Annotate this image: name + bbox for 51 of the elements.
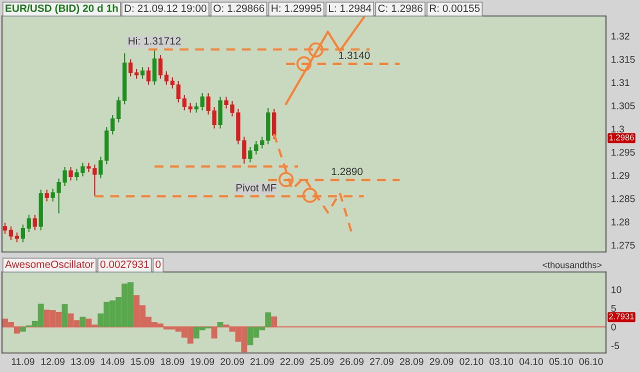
x-tick-label: 05.10 bbox=[549, 358, 573, 365]
x-tick-label: 29.09 bbox=[430, 358, 454, 365]
annotation: 1.2890 bbox=[332, 168, 363, 176]
chart-title: AwesomeOscillator bbox=[5, 260, 94, 268]
text: 0 bbox=[156, 260, 161, 268]
x-tick-label: 28.09 bbox=[400, 358, 424, 365]
x-tick-label: 27.09 bbox=[370, 358, 394, 365]
x-tick-label: 26.09 bbox=[340, 358, 364, 365]
y-tick-label: -5 bbox=[611, 342, 620, 350]
annotation: Hi: 1.31712 bbox=[128, 36, 181, 45]
y-tick-label: 1.3 bbox=[612, 126, 624, 133]
y-tick-label: 5 bbox=[611, 305, 616, 312]
text: D: 21.09.12 19:00 bbox=[124, 4, 206, 12]
x-tick-label: 03.10 bbox=[490, 358, 514, 365]
text: 1.2986 bbox=[609, 134, 634, 140]
y-tick-label: 1.305 bbox=[612, 102, 635, 110]
y-axis-title: <thousandths> bbox=[542, 262, 602, 268]
chart-title: EUR/USD (BID) 20 d 1h bbox=[6, 4, 118, 14]
y-tick-label: 0 bbox=[611, 324, 616, 330]
x-tick-label: 22.09 bbox=[280, 358, 304, 365]
y-tick-label: 1.31 bbox=[612, 79, 630, 86]
y-tick-label: 1.285 bbox=[612, 195, 635, 202]
x-tick-label: 19.09 bbox=[190, 358, 214, 365]
y-tick-label: 1.275 bbox=[612, 242, 635, 249]
x-tick-label: 04.10 bbox=[519, 358, 544, 365]
x-tick-label: 06.10 bbox=[579, 358, 603, 365]
y-tick-label: 10 bbox=[612, 286, 622, 294]
text: R: 0.00155 bbox=[430, 4, 480, 12]
y-tick-label: 1.28 bbox=[612, 218, 630, 226]
text: O: 1.29866 bbox=[214, 4, 264, 12]
text: 2.7931 bbox=[609, 313, 634, 320]
text: 0.0027931 bbox=[100, 260, 149, 268]
x-tick-label: 02.10 bbox=[460, 358, 484, 365]
annotation: 1.3140 bbox=[339, 52, 370, 60]
x-tick-label: 12.09 bbox=[41, 358, 65, 365]
y-tick-label: 1.295 bbox=[612, 148, 635, 156]
annotation: Pivot MF bbox=[236, 184, 276, 192]
x-tick-label: 13.09 bbox=[71, 358, 94, 365]
x-tick-label: 15.09 bbox=[131, 358, 154, 365]
x-tick-label: 18.09 bbox=[161, 358, 184, 365]
x-tick-label: 11.09 bbox=[12, 358, 34, 365]
text: C: 1.2986 bbox=[378, 4, 422, 12]
text: L: 1.2984 bbox=[328, 4, 372, 12]
x-tick-label: 25.09 bbox=[310, 358, 334, 365]
text: H: 1.29995 bbox=[272, 4, 322, 12]
y-tick-label: 1.29 bbox=[612, 172, 630, 179]
y-tick-label: 1.315 bbox=[612, 56, 635, 63]
x-tick-label: 21.09 bbox=[250, 358, 274, 365]
y-tick-label: 1.32 bbox=[612, 32, 630, 40]
x-tick-label: 14.09 bbox=[101, 358, 124, 365]
x-tick-label: 20.09 bbox=[220, 358, 244, 365]
